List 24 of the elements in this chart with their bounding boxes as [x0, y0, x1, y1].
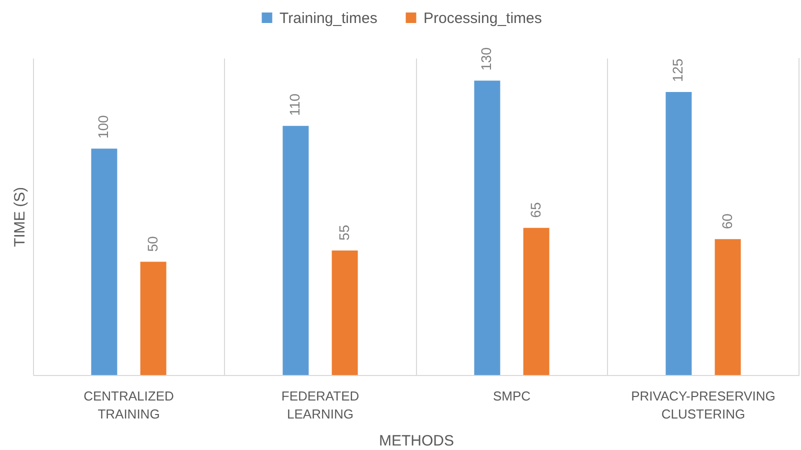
bar — [714, 239, 741, 375]
bar — [282, 126, 309, 375]
bar — [332, 250, 358, 375]
x-axis-title: METHODS — [379, 432, 454, 450]
data-label: 125 — [670, 58, 686, 82]
data-label: 55 — [336, 224, 352, 240]
bar — [474, 80, 500, 375]
bar — [91, 148, 118, 375]
data-label: 60 — [718, 213, 735, 230]
x-tick-label: FEDERATED LEARNING — [281, 388, 360, 422]
x-tick-label: CENTRALIZED TRAINING — [84, 388, 174, 422]
x-tick-label: PRIVACY-PRESERVING CLUSTERING — [631, 388, 776, 422]
y-axis-title: TIME (S) — [12, 187, 28, 247]
x-tick-label: SMPC — [492, 388, 531, 404]
bar — [140, 262, 166, 375]
bar — [666, 92, 692, 375]
legend-label: Processing_times — [424, 10, 542, 27]
legend-label: Training_times — [280, 10, 378, 27]
data-label: 65 — [527, 202, 544, 218]
data-label: 100 — [95, 115, 112, 139]
bar — [523, 228, 550, 375]
data-label: 110 — [286, 93, 303, 116]
data-label: 50 — [144, 236, 160, 252]
data-label: 130 — [478, 47, 494, 71]
